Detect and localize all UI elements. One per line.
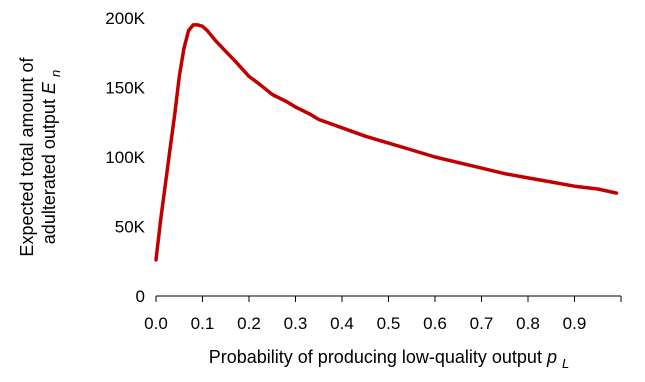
x-tick-label: 0.2 <box>237 314 261 333</box>
y-axis-title-line1: Expected total amount of <box>17 56 37 256</box>
x-axis-title: Probability of producing low-quality out… <box>209 347 569 371</box>
x-tick-label: 0.5 <box>377 314 401 333</box>
y-axis-ticks: 0 50K 100K 150K 200K <box>105 9 145 306</box>
y-tick-label: 150K <box>105 79 145 98</box>
x-tick-label: 0.6 <box>423 314 447 333</box>
x-tick-label: 0.3 <box>284 314 308 333</box>
y-tick-label: 50K <box>115 218 146 237</box>
y-axis-title-line2: adulterated output E n <box>39 70 63 244</box>
x-tick-label: 0.9 <box>563 314 587 333</box>
x-tick-label: 0.0 <box>144 314 168 333</box>
x-tick-label: 0.7 <box>470 314 494 333</box>
x-axis-ticks: 0.0 0.1 0.2 0.3 0.4 0.5 0.6 0.7 0.8 0.9 <box>144 296 622 333</box>
series-layer <box>154 23 619 262</box>
y-tick-label: 200K <box>105 9 145 28</box>
x-tick-label: 0.8 <box>516 314 540 333</box>
y-axis-title: Expected total amount of adulterated out… <box>17 56 63 256</box>
x-tick-label: 0.1 <box>191 314 215 333</box>
x-tick-label: 0.4 <box>330 314 354 333</box>
y-tick-label: 100K <box>105 148 145 167</box>
y-tick-label: 0 <box>136 287 145 306</box>
series-line <box>154 23 619 262</box>
